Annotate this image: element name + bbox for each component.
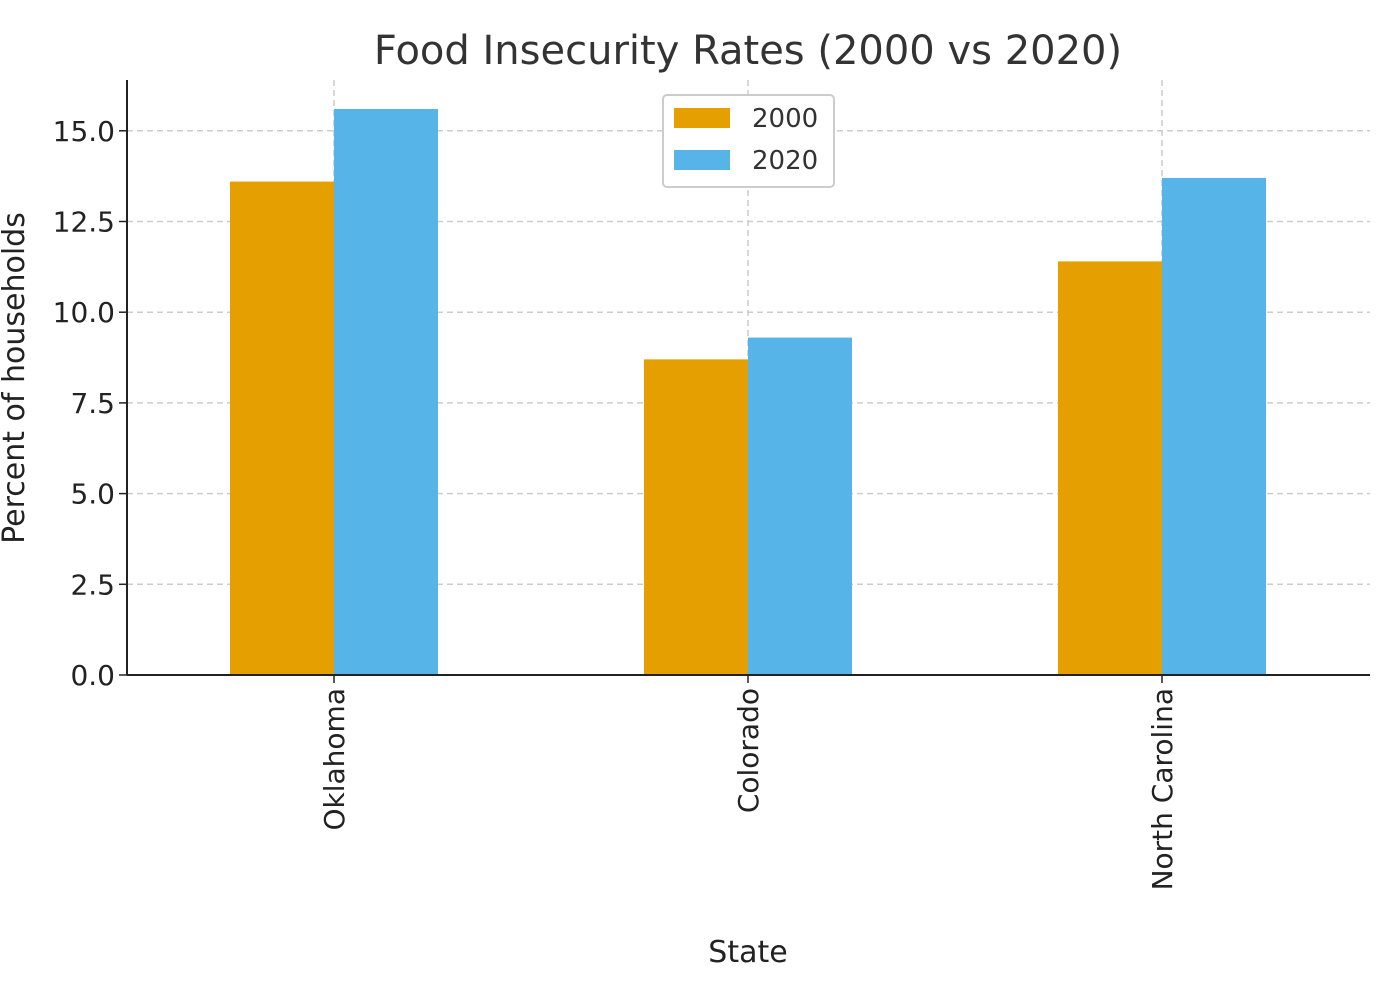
y-tick-label: 15.0 [53,115,115,148]
bars [230,109,1266,675]
y-tick-label: 7.5 [70,387,115,420]
chart-title: Food Insecurity Rates (2000 vs 2020) [374,28,1122,74]
axes: 0.0 2.5 5.0 7.5 10.0 12.5 15.0 Oklahoma Colorado… [53,80,1370,890]
legend: 2000 2020 [662,94,835,188]
bar-2000-oklahoma [230,181,334,675]
y-tick-label: 10.0 [53,296,115,329]
x-tick-label: North Carolina [1146,688,1179,890]
bar-2020-colorado [748,337,852,675]
bar-2000-colorado [644,359,748,675]
y-tick-label: 0.0 [70,659,115,692]
bar-2000-north-carolina [1058,261,1162,675]
bar-2020-oklahoma [334,109,438,675]
legend-swatch-2020 [674,150,730,170]
x-tick-label: Oklahoma [318,688,351,831]
y-axis-label: Percent of households [0,212,32,544]
bar-2020-north-carolina [1162,177,1266,675]
y-tick-label: 5.0 [70,478,115,511]
legend-label-2000: 2000 [752,104,818,134]
x-axis-label: State [708,935,787,970]
y-tick-label: 2.5 [70,568,115,601]
x-tick-label: Colorado [732,688,765,813]
legend-swatch-2000 [674,108,730,128]
y-tick-label: 12.5 [53,205,115,238]
legend-label-2020: 2020 [752,146,818,176]
